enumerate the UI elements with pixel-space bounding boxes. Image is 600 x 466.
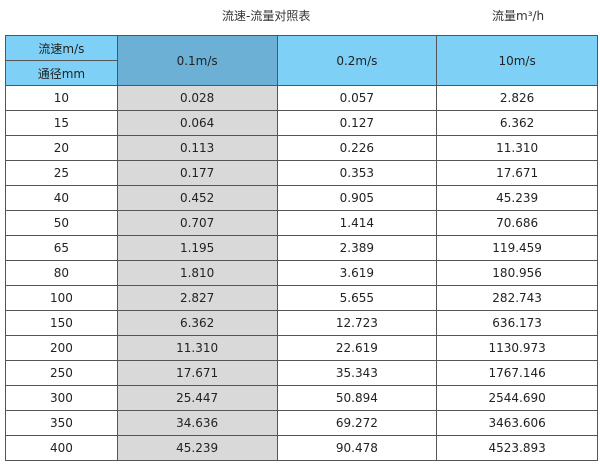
diameter-cell: 350 [5, 410, 118, 436]
header-row: 通径mm [5, 60, 598, 86]
flow-cell: 0.057 [276, 85, 438, 111]
table-row: 300 25.447 50.894 2544.690 [5, 385, 598, 411]
flow-cell: 25.447 [116, 385, 278, 411]
flow-cell: 3.619 [276, 260, 438, 286]
table-row: 100 2.827 5.655 282.743 [5, 285, 598, 311]
flow-cell: 0.127 [276, 110, 438, 136]
flow-cell: 35.343 [276, 360, 438, 386]
diameter-cell: 100 [5, 285, 118, 311]
flow-cell: 5.655 [276, 285, 438, 311]
flow-cell: 3463.606 [436, 410, 598, 436]
table-row: 50 0.707 1.414 70.686 [5, 210, 598, 236]
column-header: 10m/s [436, 35, 598, 86]
column-header: 0.1m/s [116, 35, 278, 86]
flow-cell: 0.064 [116, 110, 278, 136]
table-row: 65 1.195 2.389 119.459 [5, 235, 598, 261]
flow-cell: 0.905 [276, 185, 438, 211]
flow-cell: 17.671 [436, 160, 598, 186]
flow-cell: 6.362 [116, 310, 278, 336]
table-row: 25 0.177 0.353 17.671 [5, 160, 598, 186]
header-row: 流速m/s 0.1m/s 0.2m/s 10m/s [5, 35, 598, 86]
flow-cell: 90.478 [276, 435, 438, 461]
flow-cell: 636.173 [436, 310, 598, 336]
diameter-cell: 400 [5, 435, 118, 461]
flow-cell: 2.389 [276, 235, 438, 261]
diameter-cell: 40 [5, 185, 118, 211]
diameter-cell: 15 [5, 110, 118, 136]
table-row: 350 34.636 69.272 3463.606 [5, 410, 598, 436]
flow-cell: 2.826 [436, 85, 598, 111]
flow-table: 流速m/s 0.1m/s 0.2m/s 10m/s 通径mm 10 0.028 0.… [5, 35, 598, 461]
flow-cell: 70.686 [436, 210, 598, 236]
table-title: 流速-流量对照表 [222, 9, 311, 23]
flow-cell: 0.707 [116, 210, 278, 236]
flow-cell: 1.414 [276, 210, 438, 236]
table-row: 80 1.810 3.619 180.956 [5, 260, 598, 286]
diameter-header: 通径mm [5, 60, 118, 86]
flow-cell: 0.113 [116, 135, 278, 161]
flow-cell: 69.272 [276, 410, 438, 436]
flow-cell: 11.310 [436, 135, 598, 161]
table-row: 20 0.113 0.226 11.310 [5, 135, 598, 161]
diameter-cell: 200 [5, 335, 118, 361]
diameter-cell: 80 [5, 260, 118, 286]
diameter-cell: 250 [5, 360, 118, 386]
flow-cell: 1767.146 [436, 360, 598, 386]
flow-cell: 0.028 [116, 85, 278, 111]
table-row: 15 0.064 0.127 6.362 [5, 110, 598, 136]
table-row: 10 0.028 0.057 2.826 [5, 85, 598, 111]
table-row: 400 45.239 90.478 4523.893 [5, 435, 598, 461]
flow-cell: 180.956 [436, 260, 598, 286]
velocity-header: 流速m/s [5, 35, 118, 61]
table-row: 250 17.671 35.343 1767.146 [5, 360, 598, 386]
diameter-cell: 20 [5, 135, 118, 161]
flow-cell: 4523.893 [436, 435, 598, 461]
flow-cell: 34.636 [116, 410, 278, 436]
column-header: 0.2m/s [276, 35, 438, 86]
diameter-cell: 300 [5, 385, 118, 411]
table-row: 200 11.310 22.619 1130.973 [5, 335, 598, 361]
flow-cell: 1.810 [116, 260, 278, 286]
flow-cell: 17.671 [116, 360, 278, 386]
flow-cell: 0.452 [116, 185, 278, 211]
flow-cell: 11.310 [116, 335, 278, 361]
flow-cell: 119.459 [436, 235, 598, 261]
flow-cell: 45.239 [436, 185, 598, 211]
flow-cell: 22.619 [276, 335, 438, 361]
flow-cell: 0.353 [276, 160, 438, 186]
flow-cell: 12.723 [276, 310, 438, 336]
unit-label: 流量m³/h [492, 9, 545, 23]
diameter-cell: 10 [5, 85, 118, 111]
flow-cell: 6.362 [436, 110, 598, 136]
diameter-cell: 150 [5, 310, 118, 336]
flow-cell: 1130.973 [436, 335, 598, 361]
flow-cell: 2544.690 [436, 385, 598, 411]
flow-cell: 45.239 [116, 435, 278, 461]
flow-cell: 50.894 [276, 385, 438, 411]
table-row: 40 0.452 0.905 45.239 [5, 185, 598, 211]
diameter-cell: 25 [5, 160, 118, 186]
flow-cell: 1.195 [116, 235, 278, 261]
table-row: 150 6.362 12.723 636.173 [5, 310, 598, 336]
diameter-cell: 65 [5, 235, 118, 261]
flow-cell: 0.226 [276, 135, 438, 161]
flow-cell: 282.743 [436, 285, 598, 311]
flow-cell: 0.177 [116, 160, 278, 186]
flow-cell: 2.827 [116, 285, 278, 311]
diameter-cell: 50 [5, 210, 118, 236]
